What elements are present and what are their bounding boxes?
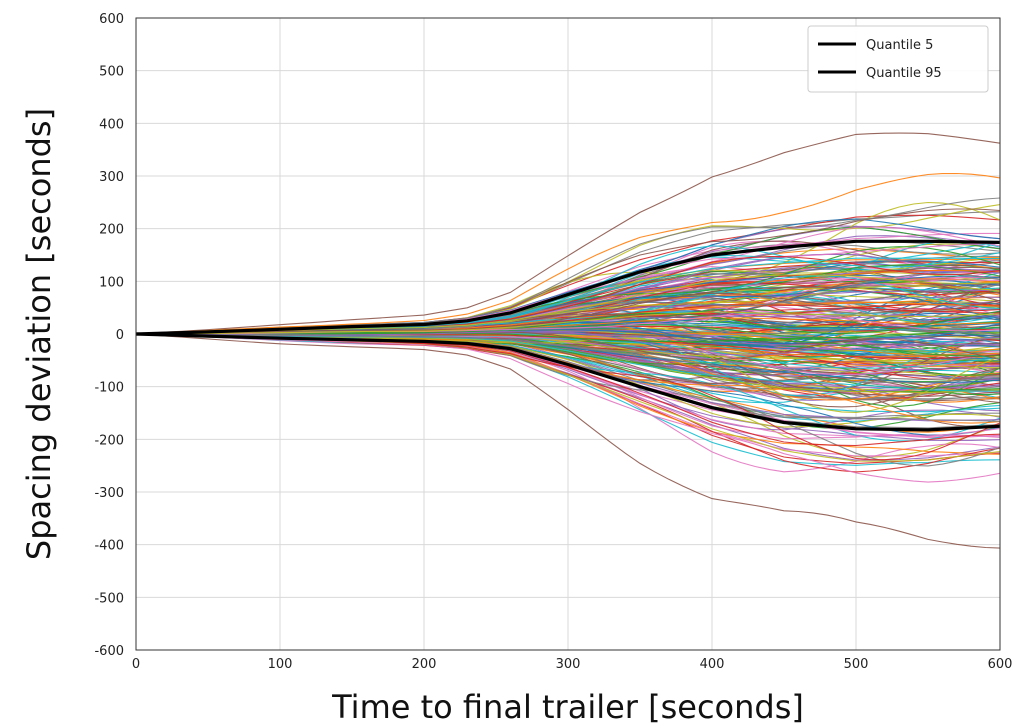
y-tick-label: 600 [99, 12, 124, 27]
x-tick-label: 200 [412, 657, 437, 672]
y-axis-label: Spacing deviation [seconds] [20, 108, 58, 560]
trajectory-line [136, 292, 1000, 335]
x-tick-label: 500 [844, 657, 869, 672]
plot-frame [135, 17, 1001, 651]
x-tick-label: 600 [988, 657, 1013, 672]
y-tick-label: -600 [94, 644, 124, 659]
x-tick-label: 400 [700, 657, 725, 672]
y-tick-label: -200 [94, 433, 124, 448]
trajectory-line [136, 333, 1000, 384]
y-tick-label: 400 [99, 117, 124, 132]
trajectory-line [136, 132, 1000, 335]
y-tick-label: 100 [99, 275, 124, 290]
trajectory-line [136, 333, 1000, 392]
quantile-line-5 [136, 332, 1000, 432]
y-tick-label: 200 [99, 223, 124, 238]
trajectory-line [136, 330, 1000, 356]
trajectory-line [136, 172, 1000, 335]
x-tick-label: 300 [556, 657, 581, 672]
trajectory-line [136, 333, 1000, 357]
y-tick-label: 500 [99, 65, 124, 80]
y-tick-label: -400 [94, 539, 124, 554]
x-axis-label: Time to final trailer [seconds] [331, 688, 804, 726]
y-tick-labels: 600 500 400 300 200 100 0 -100 -200 -300 -400 -500 -… [94, 12, 124, 659]
legend: Quantile 5 Quantile 95 [807, 25, 989, 93]
x-tick-label: 100 [268, 657, 293, 672]
trajectory-line [136, 333, 1000, 549]
y-tick-label: -300 [94, 486, 124, 501]
trajectory-line [136, 311, 1000, 335]
quantile-line-95 [136, 239, 1000, 336]
y-tick-label: -500 [94, 591, 124, 606]
quantile-lines [136, 239, 1000, 432]
y-tick-label: -100 [94, 381, 124, 396]
legend-label-quantile-95: Quantile 95 [866, 66, 942, 81]
y-tick-label: 0 [116, 328, 124, 343]
legend-label-quantile-5: Quantile 5 [866, 38, 933, 53]
y-tick-label: 300 [99, 170, 124, 185]
x-tick-label: 0 [132, 657, 140, 672]
x-tick-labels: 0 100 200 300 400 500 600 [132, 657, 1013, 672]
legend-box [807, 25, 989, 93]
